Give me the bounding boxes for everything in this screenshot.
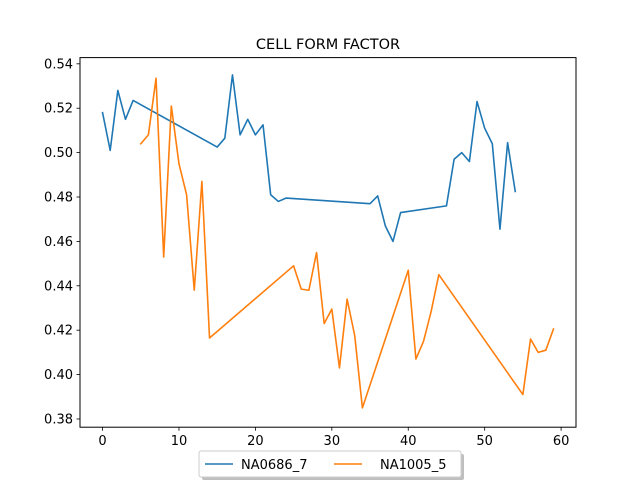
y-tick-label: 0.38 bbox=[44, 412, 73, 427]
legend: NA0686_7 NA1005_5 bbox=[198, 450, 464, 480]
chart-title: CELL FORM FACTOR bbox=[256, 37, 400, 53]
plot-area-frame bbox=[79, 57, 577, 428]
x-tick-label: 10 bbox=[171, 434, 188, 449]
x-tick-label: 0 bbox=[98, 434, 106, 449]
axis-layer: 0 10 20 30 40 50 60 0.38 0.40 0.42 0.44 0.46 0.48 0.5… bbox=[44, 57, 569, 449]
x-tick-label: 60 bbox=[553, 434, 570, 449]
x-tick-label: 30 bbox=[324, 434, 341, 449]
y-tick-label: 0.44 bbox=[44, 279, 73, 294]
legend-box bbox=[198, 450, 462, 478]
y-tick-label: 0.46 bbox=[44, 235, 73, 250]
series-line-1 bbox=[139, 77, 555, 409]
y-tick-label: 0.50 bbox=[44, 146, 73, 161]
y-tick-label: 0.54 bbox=[44, 57, 73, 72]
y-tick-label: 0.40 bbox=[44, 368, 73, 383]
legend-label-0: NA0686_7 bbox=[241, 458, 307, 473]
x-tick-label: 20 bbox=[247, 434, 264, 449]
x-tick-label: 50 bbox=[476, 434, 493, 449]
legend-label-1: NA1005_5 bbox=[380, 458, 446, 473]
y-tick-label: 0.42 bbox=[44, 324, 73, 339]
series-layer bbox=[101, 74, 555, 409]
x-tick-label: 40 bbox=[400, 434, 417, 449]
series-line-0 bbox=[101, 74, 517, 243]
y-tick-label: 0.52 bbox=[44, 102, 73, 117]
y-tick-label: 0.48 bbox=[44, 191, 73, 206]
